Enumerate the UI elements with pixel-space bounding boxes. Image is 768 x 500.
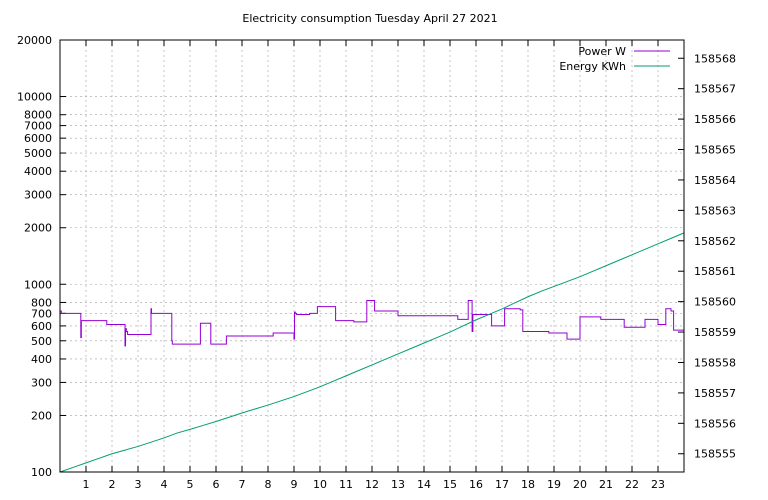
x-tick-label: 10 — [313, 478, 327, 491]
y-tick-label: 7000 — [24, 120, 52, 133]
y2-tick-label: 158562 — [694, 235, 736, 248]
y-tick-label: 5000 — [24, 147, 52, 160]
y-tick-label: 600 — [31, 320, 52, 333]
x-tick-label: 21 — [599, 478, 613, 491]
y-tick-label: 500 — [31, 335, 52, 348]
y-tick-label: 200 — [31, 409, 52, 422]
x-tick-label: 2 — [109, 478, 116, 491]
y2-tick-label: 158564 — [694, 174, 736, 187]
y2-tick-label: 158559 — [694, 326, 736, 339]
x-tick-label: 8 — [265, 478, 272, 491]
y-tick-label: 400 — [31, 353, 52, 366]
x-tick-label: 11 — [339, 478, 353, 491]
y2-tick-label: 158566 — [694, 113, 736, 126]
y2-tick-label: 158555 — [694, 448, 736, 461]
y-tick-label: 300 — [31, 376, 52, 389]
legend-label: Power W — [578, 45, 626, 58]
y2-tick-label: 158565 — [694, 144, 736, 157]
y-tick-label: 800 — [31, 296, 52, 309]
legend-label: Energy KWh — [559, 60, 626, 73]
x-tick-label: 1 — [83, 478, 90, 491]
y2-tick-label: 158556 — [694, 417, 736, 430]
x-tick-label: 16 — [469, 478, 483, 491]
series-layer — [59, 232, 685, 473]
x-tick-label: 18 — [521, 478, 535, 491]
y-tick-label: 6000 — [24, 132, 52, 145]
y2-tick-label: 158558 — [694, 356, 736, 369]
x-tick-label: 13 — [391, 478, 405, 491]
x-tick-label: 7 — [239, 478, 246, 491]
y2-tick-label: 158557 — [694, 387, 736, 400]
x-tick-label: 4 — [161, 478, 168, 491]
y-tick-label: 1000 — [24, 278, 52, 291]
y-tick-label: 10000 — [17, 91, 52, 104]
y-tick-label: 2000 — [24, 222, 52, 235]
x-tick-label: 17 — [495, 478, 509, 491]
y2-tick-label: 158568 — [694, 52, 736, 65]
x-tick-label: 14 — [417, 478, 431, 491]
x-tick-label: 23 — [651, 478, 665, 491]
x-tick-label: 20 — [573, 478, 587, 491]
y-tick-label: 100 — [31, 466, 52, 479]
y-tick-label: 8000 — [24, 109, 52, 122]
y-tick-label: 20000 — [17, 34, 52, 47]
x-tick-label: 15 — [443, 478, 457, 491]
energy-series-line — [59, 232, 685, 473]
chart-title: Electricity consumption Tuesday April 27… — [242, 12, 497, 25]
x-tick-label: 12 — [365, 478, 379, 491]
legend: Power W Energy KWh — [559, 45, 670, 73]
x-tick-label: 6 — [213, 478, 220, 491]
plot-frame — [59, 39, 685, 473]
x-tick-label: 19 — [547, 478, 561, 491]
y-tick-label: 4000 — [24, 165, 52, 178]
x-tick-label: 22 — [625, 478, 639, 491]
y-tick-label: 700 — [31, 307, 52, 320]
y2-tick-label: 158560 — [694, 296, 736, 309]
y-tick-label: 3000 — [24, 189, 52, 202]
y2-tick-label: 158563 — [694, 204, 736, 217]
power-series-line — [60, 299, 684, 347]
y2-tick-label: 158561 — [694, 265, 736, 278]
x-tick-label: 9 — [291, 478, 298, 491]
y-axis-right: 158555 158556 158557 158558 158559 158560 1585… — [678, 52, 736, 461]
y2-tick-label: 158567 — [694, 83, 736, 96]
x-axis: 1 2 3 4 5 6 7 8 9 10 11 12 13 14 15 16 17 18 19 20 21 22 23 — [83, 40, 665, 491]
x-tick-label: 5 — [187, 478, 194, 491]
grid — [60, 40, 684, 472]
x-tick-label: 3 — [135, 478, 142, 491]
